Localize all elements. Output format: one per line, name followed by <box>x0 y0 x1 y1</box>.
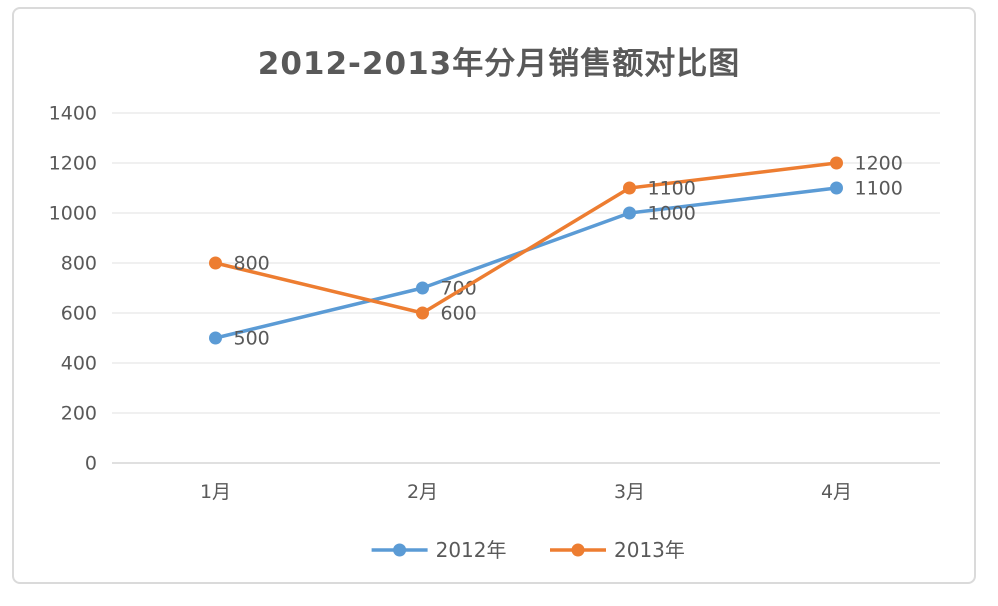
legend-marker-icon <box>393 543 407 557</box>
y-axis-tick-labels: 0 200 400 600 800 1000 1200 1400 <box>49 103 97 475</box>
data-point-marker <box>830 181 843 195</box>
y-tick-label: 600 <box>61 303 97 325</box>
legend-item-2013年: 2013年 <box>550 538 685 562</box>
data-point-marker <box>623 181 636 195</box>
y-tick-label: 800 <box>61 253 97 275</box>
chart-title: 2012-2013年分月销售额对比图 <box>257 46 741 82</box>
data-point-marker <box>209 256 222 270</box>
series-2012年: 500 700 1000 1100 <box>209 178 903 350</box>
data-point-marker <box>416 306 429 320</box>
legend-item-2012年: 2012年 <box>371 538 507 562</box>
legend: 2012年 2013年 <box>371 538 685 562</box>
data-label: 500 <box>234 328 270 350</box>
x-tick-label: 4月 <box>821 481 852 503</box>
y-tick-label: 200 <box>61 403 97 425</box>
y-tick-label: 400 <box>61 353 97 375</box>
x-tick-label: 3月 <box>614 481 645 503</box>
legend-label: 2013年 <box>614 538 685 562</box>
data-label: 700 <box>441 278 477 300</box>
x-axis-category-labels: 1月 2月 3月 4月 <box>200 481 852 503</box>
x-tick-label: 1月 <box>200 481 231 503</box>
y-tick-label: 1000 <box>49 203 97 225</box>
data-label: 600 <box>441 303 477 325</box>
series-2013年: 800 600 1100 1200 <box>209 153 903 325</box>
data-point-marker <box>416 281 429 295</box>
legend-label: 2012年 <box>436 538 507 562</box>
y-tick-label: 1400 <box>49 103 97 125</box>
data-label: 1000 <box>648 203 696 225</box>
data-point-marker <box>623 206 636 220</box>
data-label: 800 <box>234 253 270 275</box>
series-line <box>213 161 839 315</box>
chart-frame <box>12 7 976 584</box>
data-label: 1100 <box>648 178 696 200</box>
data-point-marker <box>830 156 843 170</box>
legend-marker-icon <box>571 543 585 557</box>
data-point-marker <box>209 331 222 345</box>
data-label: 1200 <box>855 153 903 175</box>
y-tick-label: 1200 <box>49 153 97 175</box>
x-tick-label: 2月 <box>407 481 438 503</box>
data-label: 1100 <box>855 178 903 200</box>
y-tick-label: 0 <box>85 453 97 475</box>
gridlines <box>112 112 940 464</box>
